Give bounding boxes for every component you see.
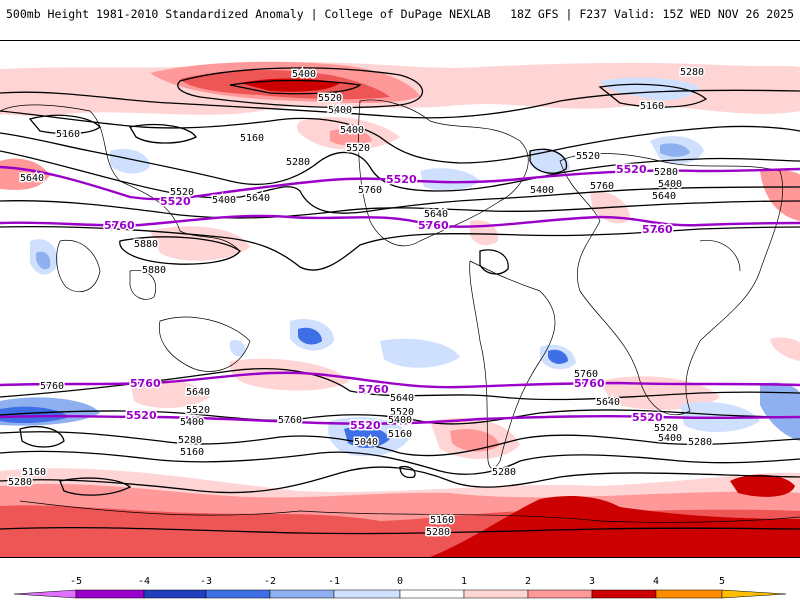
label-5520: 5520 — [170, 187, 194, 198]
label-5400: 5400 — [212, 195, 236, 206]
purple-contours — [0, 165, 800, 425]
label-5160: 5160 — [430, 515, 454, 526]
purple-contour-labels: 5520 5520 5520 5760 5760 5760 5760 5760 … — [103, 162, 675, 434]
purple-label-5760: 5760 — [574, 377, 605, 390]
colorbar-svg: -5 -4 -3 -2 -1 0 1 2 3 4 5 — [13, 576, 787, 599]
contour-labels: 5400 5520 5400 5280 5160 5160 5160 5400 … — [7, 66, 714, 540]
label-5880: 5880 — [134, 239, 158, 250]
label-5160: 5160 — [240, 133, 264, 144]
label-5640: 5640 — [652, 191, 676, 202]
label-5520: 5520 — [390, 407, 414, 418]
tick-label: -3 — [200, 576, 212, 587]
label-5280: 5280 — [688, 437, 712, 448]
label-5280: 5280 — [8, 477, 32, 488]
label-5280: 5280 — [426, 527, 450, 538]
tick-label: 2 — [525, 576, 531, 587]
purple-label-5520: 5520 — [350, 419, 381, 432]
label-5040: 5040 — [354, 437, 378, 448]
purple-label-5520: 5520 — [616, 163, 647, 176]
tick-label: 5 — [719, 576, 725, 587]
label-5400: 5400 — [530, 185, 554, 196]
label-5760: 5760 — [358, 185, 382, 196]
purple-label-5760: 5760 — [642, 223, 673, 236]
purple-label-5760: 5760 — [358, 383, 389, 396]
purple-label-5520: 5520 — [126, 409, 157, 422]
label-5280: 5280 — [286, 157, 310, 168]
contour-5520-south — [0, 414, 800, 425]
purple-label-5760: 5760 — [130, 377, 161, 390]
label-5520: 5520 — [318, 93, 342, 104]
label-5160: 5160 — [388, 429, 412, 440]
label-5280: 5280 — [680, 67, 704, 78]
label-5400: 5400 — [388, 415, 412, 426]
label-5160: 5160 — [640, 101, 664, 112]
label-5400: 5400 — [328, 105, 352, 116]
contour-5760-south — [0, 371, 800, 389]
label-5640: 5640 — [596, 397, 620, 408]
anomaly-shading — [0, 61, 800, 557]
colorbar: -5 -4 -3 -2 -1 0 1 2 3 4 5 — [0, 570, 800, 600]
label-5520: 5520 — [186, 405, 210, 416]
height-contours — [0, 67, 800, 535]
label-5760: 5760 — [278, 415, 302, 426]
coastlines — [0, 99, 800, 523]
map-canvas: 5400 5520 5400 5280 5160 5160 5160 5400 … — [0, 41, 800, 557]
header-bar: 500mb Height 1981-2010 Standardized Anom… — [0, 0, 800, 40]
label-5640: 5640 — [186, 387, 210, 398]
label-5880: 5880 — [142, 265, 166, 276]
label-5760: 5760 — [574, 369, 598, 380]
colorbar-segments — [13, 589, 787, 599]
label-5760: 5760 — [590, 181, 614, 192]
tick-label: 3 — [589, 576, 595, 587]
label-5280: 5280 — [492, 467, 516, 478]
label-5160: 5160 — [180, 447, 204, 458]
label-5520: 5520 — [346, 143, 370, 154]
tick-label: -5 — [70, 576, 82, 587]
label-5160: 5160 — [56, 129, 80, 140]
label-5400: 5400 — [292, 69, 316, 80]
label-5400: 5400 — [658, 179, 682, 190]
label-5640: 5640 — [424, 209, 448, 220]
anomaly-map: 5400 5520 5400 5280 5160 5160 5160 5400 … — [0, 40, 800, 558]
contour-5520-north — [0, 165, 800, 201]
purple-label-5520: 5520 — [632, 411, 663, 424]
contour-5760-north — [0, 214, 800, 228]
colorbar-ticks: -5 -4 -3 -2 -1 0 1 2 3 4 5 — [70, 576, 725, 587]
label-5640: 5640 — [390, 393, 414, 404]
tick-label: 1 — [461, 576, 467, 587]
tick-label: 0 — [397, 576, 403, 587]
label-5400: 5400 — [340, 125, 364, 136]
purple-label-5760: 5760 — [418, 219, 449, 232]
label-5520: 5520 — [654, 423, 678, 434]
purple-label-5520: 5520 — [160, 195, 191, 208]
label-5760: 5760 — [40, 381, 64, 392]
map-title: 500mb Height 1981-2010 Standardized Anom… — [6, 7, 491, 21]
label-5400: 5400 — [180, 417, 204, 428]
tick-label: 4 — [653, 576, 659, 587]
label-5280: 5280 — [654, 167, 678, 178]
tick-label: -1 — [328, 576, 340, 587]
tick-label: -4 — [138, 576, 150, 587]
label-5640: 5640 — [20, 173, 44, 184]
run-info: 18Z GFS | F237 Valid: 15Z WED NOV 26 202… — [510, 7, 794, 21]
purple-label-5760: 5760 — [104, 219, 135, 232]
purple-label-5520: 5520 — [386, 173, 417, 186]
tick-label: -2 — [264, 576, 276, 587]
label-5400: 5400 — [658, 433, 682, 444]
label-5640: 5640 — [246, 193, 270, 204]
label-5280: 5280 — [178, 435, 202, 446]
label-5520: 5520 — [576, 151, 600, 162]
label-5160: 5160 — [22, 467, 46, 478]
